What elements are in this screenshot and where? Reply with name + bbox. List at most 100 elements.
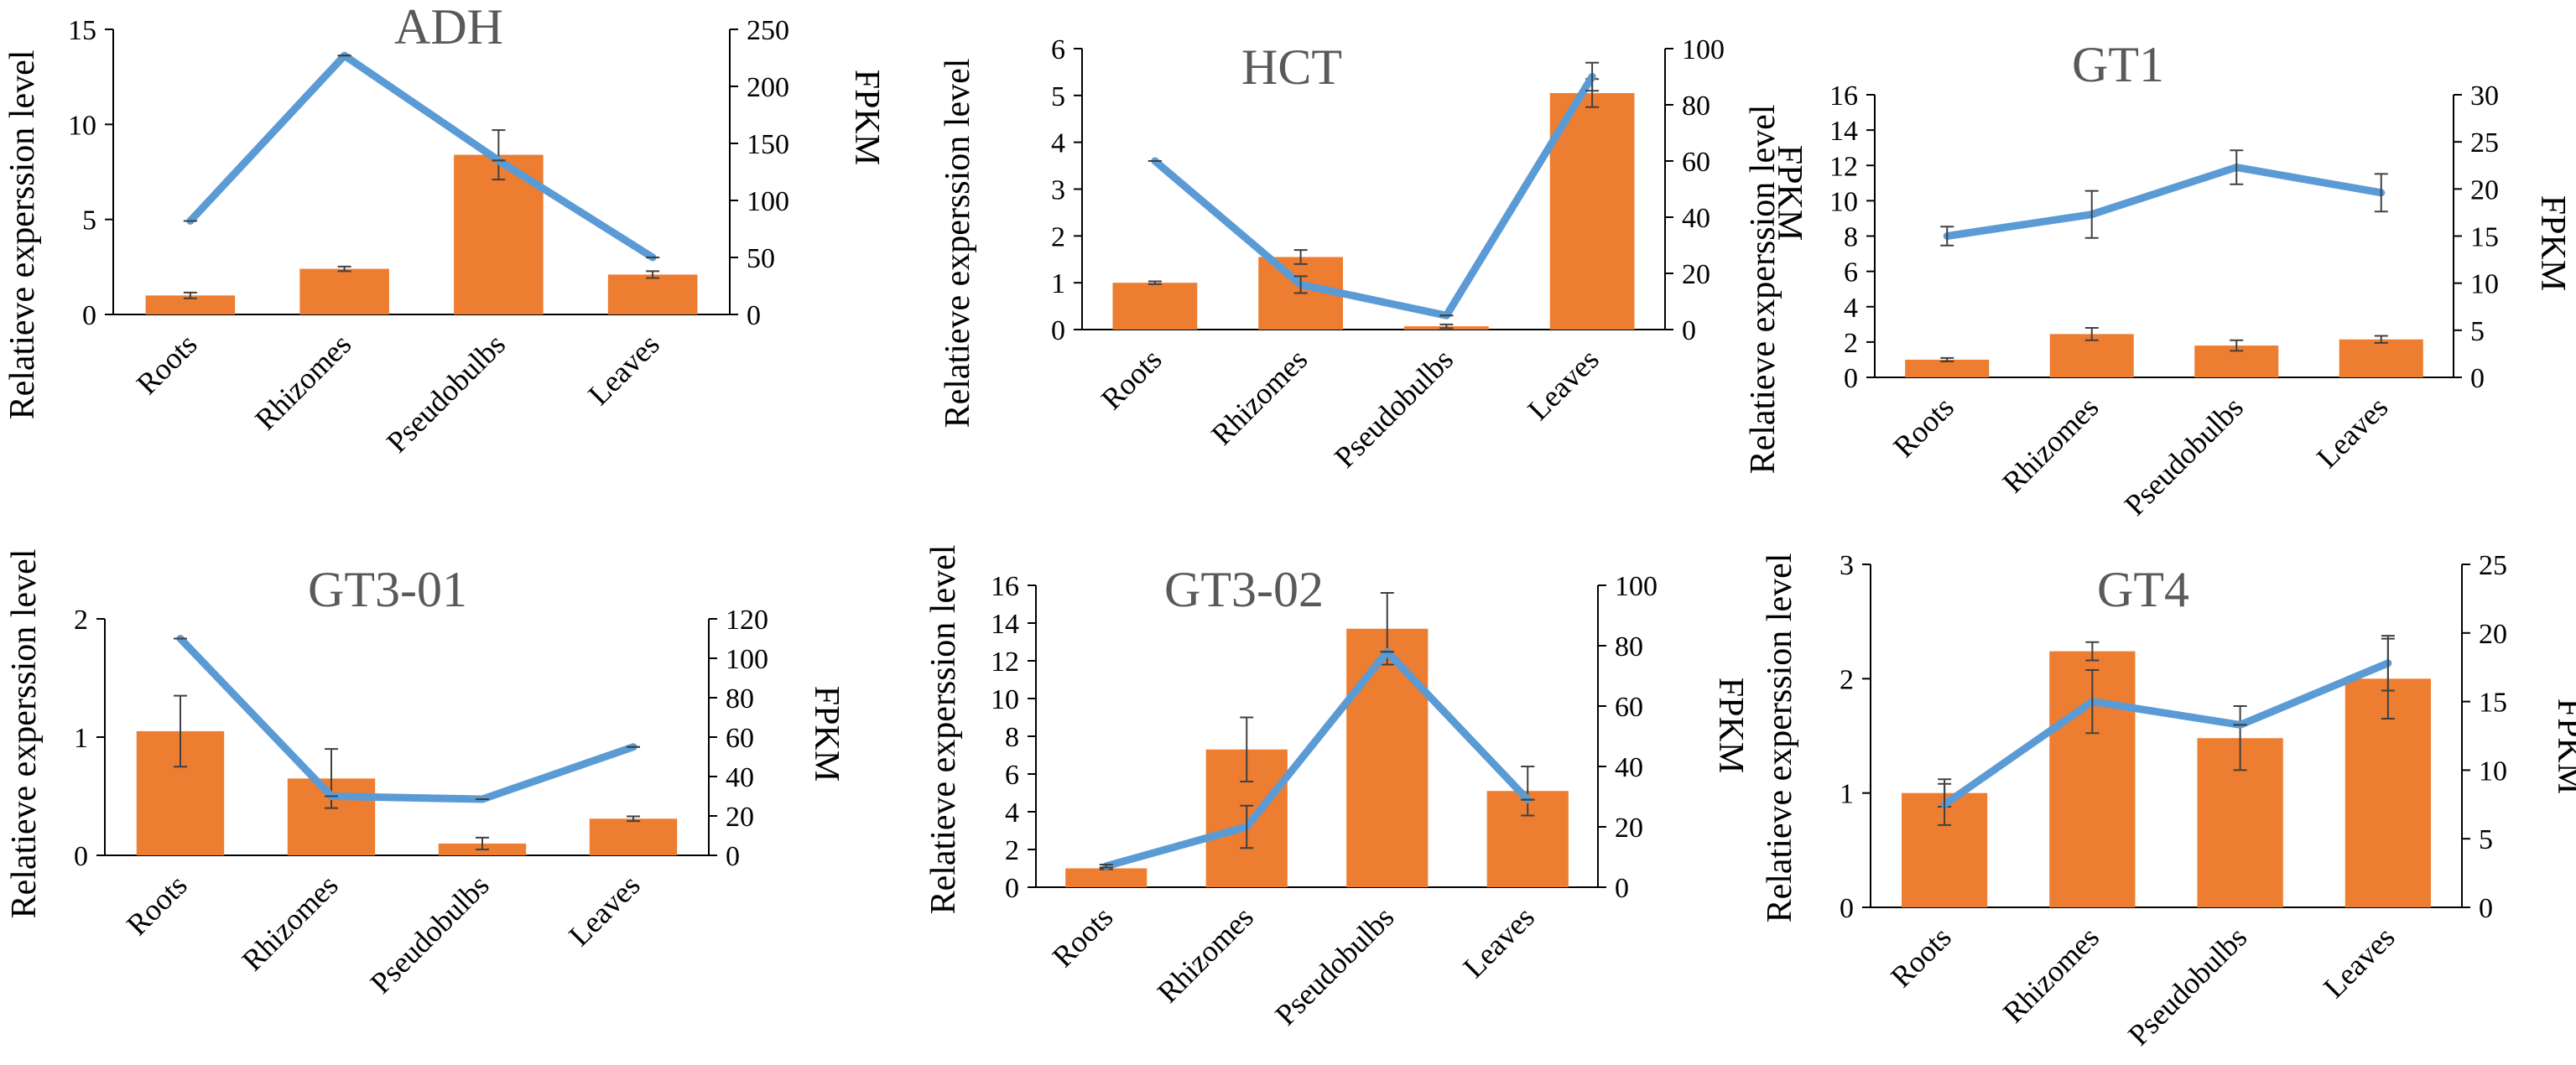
bar-leaves [589, 818, 678, 855]
left-tick-label: 12 [1829, 151, 1858, 182]
right-tick-label: 0 [1615, 873, 1629, 904]
left-tick-label: 6 [1844, 257, 1858, 288]
left-tick-label: 8 [1844, 222, 1858, 253]
category-label: Pseudobulbs [364, 868, 496, 1000]
left-tick-label: 16 [991, 571, 1019, 602]
category-label: Pseudobulbs [380, 327, 512, 459]
right-tick-label: 20 [1615, 813, 1643, 844]
fpkm-line [186, 51, 657, 262]
fpkm-line [1102, 647, 1532, 870]
category-label: Roots [1884, 920, 1958, 994]
right-tick-label: 20 [2470, 174, 2499, 205]
bar-rhizomes [299, 268, 389, 314]
fpkm-line [1940, 659, 2392, 808]
right-tick-label: 0 [726, 841, 740, 872]
right-axis-label: FPKM [847, 70, 886, 165]
left-tick-label: 4 [1844, 293, 1858, 324]
left-tick-label: 10 [991, 684, 1019, 715]
right-axis-label: FPKM [807, 686, 846, 782]
right-tick-label: 80 [1682, 91, 1710, 122]
left-tick-label: 2 [74, 605, 88, 636]
left-tick-label: 5 [1051, 81, 1065, 112]
left-tick-label: 0 [74, 841, 88, 872]
left-tick-label: 3 [1840, 550, 1854, 581]
chart-title: GT3-02 [1164, 562, 1324, 617]
left-tick-label: 8 [1005, 722, 1019, 753]
right-tick-label: 0 [747, 300, 761, 331]
left-tick-label: 1 [74, 723, 88, 754]
category-label: Rhizomes [1205, 342, 1314, 451]
bar-rhizomes [2049, 334, 2134, 377]
left-tick-label: 2 [1840, 664, 1854, 695]
category-label: Roots [120, 868, 194, 942]
right-tick-label: 15 [2479, 688, 2507, 719]
right-tick-label: 80 [1615, 631, 1643, 662]
right-tick-label: 20 [2479, 619, 2507, 650]
category-label: Leaves [2310, 390, 2394, 474]
chart-title: GT3-01 [308, 562, 467, 617]
category-label: Roots [130, 327, 204, 401]
category-label: Rhizomes [1996, 920, 2105, 1029]
bar-roots [1065, 868, 1147, 887]
right-tick-label: 5 [2479, 824, 2493, 855]
left-tick-label: 6 [1051, 34, 1065, 65]
left-tick-label: 1 [1840, 779, 1854, 810]
right-tick-label: 0 [2479, 893, 2493, 924]
category-label: Rhizomes [1996, 390, 2105, 499]
chart-title: HCT [1241, 39, 1342, 95]
left-tick-label: 0 [82, 300, 96, 331]
category-label: Rhizomes [1151, 900, 1260, 1009]
bar-roots [1112, 283, 1198, 330]
right-tick-label: 120 [726, 605, 768, 636]
right-tick-label: 60 [1615, 692, 1643, 723]
left-tick-label: 5 [82, 205, 96, 236]
left-tick-label: 0 [1840, 893, 1854, 924]
right-tick-label: 200 [747, 72, 789, 103]
category-label: Leaves [1521, 342, 1605, 426]
left-axis-label: Relatieve experssion level [1761, 553, 1799, 923]
chart-title: GT4 [2097, 562, 2189, 617]
left-axis-label: Relatieve experssion level [1744, 105, 1782, 475]
right-axis-label: FPKM [1770, 145, 1808, 241]
right-tick-label: 50 [747, 243, 775, 274]
category-label: Roots [1886, 390, 1960, 464]
category-label: Pseudobulbs [1268, 900, 1400, 1031]
left-tick-label: 2 [1005, 835, 1019, 866]
chart-title: ADH [394, 0, 503, 55]
category-label: Rhizomes [236, 868, 345, 977]
chart-panel-3: 0 2 4 6 8 10 12 14 16 0 5 10 15 20 25 30 Roots Rhizomes Ps… [1744, 37, 2572, 522]
category-label: Pseudobulbs [2118, 390, 2250, 522]
left-axis-label: Relatieve experssion level [5, 549, 44, 919]
right-tick-label: 20 [1682, 259, 1710, 290]
bar-pseudobulbs [1346, 628, 1429, 887]
right-tick-label: 250 [747, 15, 789, 46]
left-tick-label: 14 [1829, 116, 1858, 147]
left-axis-label: Relatieve experssion level [924, 545, 963, 915]
left-tick-label: 15 [68, 15, 96, 46]
left-tick-label: 3 [1051, 175, 1065, 206]
right-tick-label: 60 [726, 723, 754, 754]
right-tick-label: 20 [726, 802, 754, 833]
right-tick-label: 80 [726, 683, 754, 714]
bar-leaves [2339, 339, 2423, 377]
right-tick-label: 0 [1682, 315, 1696, 346]
right-axis-label: FPKM [1711, 678, 1750, 773]
left-axis-label: Relatieve experssion level [3, 50, 42, 420]
left-tick-label: 4 [1051, 128, 1065, 159]
category-label: Pseudobulbs [2121, 920, 2253, 1052]
left-tick-label: 6 [1005, 760, 1019, 791]
right-tick-label: 25 [2479, 550, 2507, 581]
right-tick-label: 100 [1682, 34, 1725, 65]
chart-panel-6: 0 1 2 3 0 5 10 15 20 25 Roots Rhizomes Pseudobulbs Le… [1761, 550, 2576, 1052]
right-tick-label: 100 [726, 644, 768, 675]
bar-roots [1905, 359, 1990, 377]
left-tick-label: 14 [991, 609, 1019, 640]
category-label: Leaves [1457, 900, 1541, 984]
left-tick-label: 10 [68, 110, 96, 141]
right-tick-label: 100 [747, 186, 789, 217]
left-axis-label: Relatieve experssion level [939, 59, 977, 429]
right-tick-label: 15 [2470, 222, 2499, 253]
right-tick-label: 10 [2479, 756, 2507, 787]
